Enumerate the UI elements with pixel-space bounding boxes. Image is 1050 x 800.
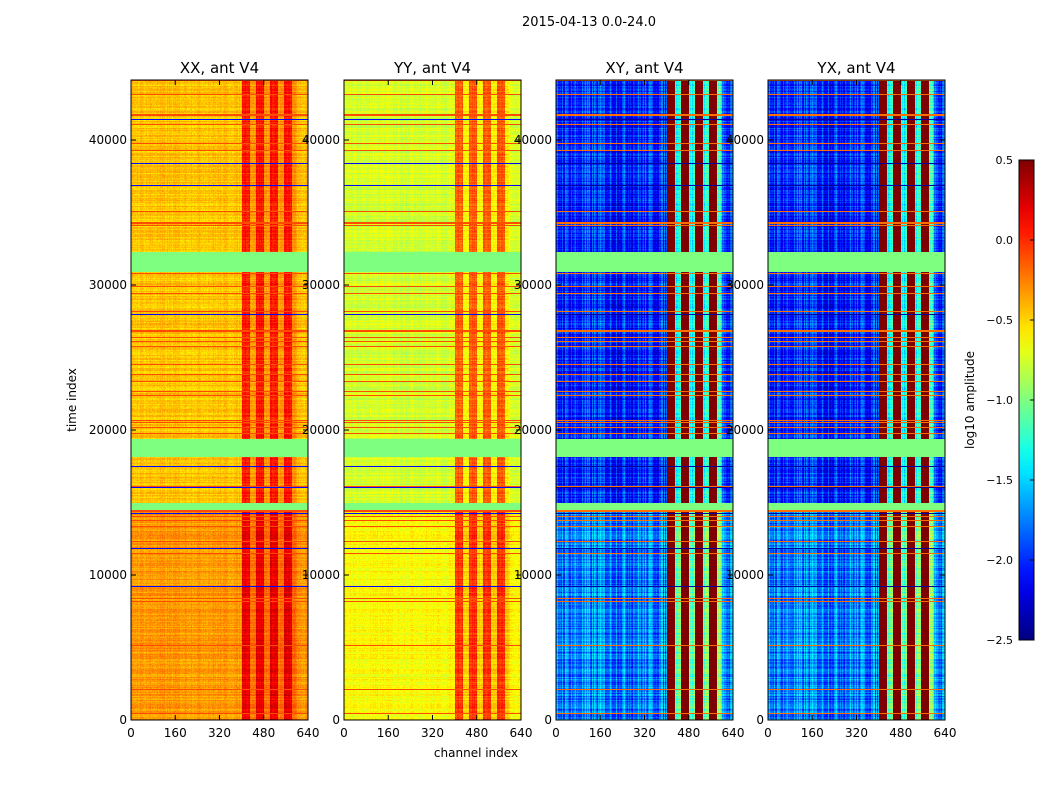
y-tick-label: 40000 <box>726 133 764 147</box>
y-tick-label: 30000 <box>89 278 127 292</box>
axes-frame <box>130 79 309 721</box>
x-tick-label: 0 <box>340 726 348 740</box>
axes-frame <box>555 79 734 721</box>
x-axis-label: channel index <box>434 746 518 760</box>
axes-frame <box>343 79 522 721</box>
x-tick-label: 320 <box>421 726 444 740</box>
panel-title: XX, ant V4 <box>180 59 259 77</box>
panel-3: XY, ant V4 0 160 320 480 640 0 10000 20000 30000 4… <box>514 59 745 740</box>
y-tick-label: 0 <box>332 713 340 727</box>
y-tick-label: 40000 <box>89 133 127 147</box>
y-tick-label: 20000 <box>89 423 127 437</box>
y-tick-label: 0 <box>119 713 127 727</box>
y-tick-label: 10000 <box>302 568 340 582</box>
x-tick-label: 320 <box>633 726 656 740</box>
y-tick-label: 20000 <box>514 423 552 437</box>
x-tick-label: 640 <box>934 726 957 740</box>
panel-title: YY, ant V4 <box>393 59 471 77</box>
y-tick-label: 10000 <box>514 568 552 582</box>
colorbar-tick-label: 0.5 <box>996 154 1014 167</box>
x-tick-label: 0 <box>552 726 560 740</box>
panel-title: YX, ant V4 <box>816 59 895 77</box>
figure-suptitle: 2015-04-13 0.0-24.0 <box>522 15 656 30</box>
y-tick-label: 20000 <box>302 423 340 437</box>
y-axis-label: time index <box>65 368 79 432</box>
x-tick-label: 320 <box>208 726 231 740</box>
heatmap-yx <box>768 80 945 720</box>
panel-title: XY, ant V4 <box>605 59 683 77</box>
y-tick-label: 40000 <box>514 133 552 147</box>
y-tick-label: 10000 <box>726 568 764 582</box>
colorbar-tick-label: 0.0 <box>996 234 1014 247</box>
x-tick-label: 160 <box>801 726 824 740</box>
y-tick-label: 0 <box>544 713 552 727</box>
panel-4: YX, ant V4 0 160 320 480 640 0 10000 20000 30000 4… <box>726 59 957 740</box>
x-tick-label: 320 <box>845 726 868 740</box>
y-tick-label: 30000 <box>302 278 340 292</box>
x-tick-label: 640 <box>722 726 745 740</box>
x-tick-label: 640 <box>297 726 320 740</box>
y-tick-label: 20000 <box>726 423 764 437</box>
heatmap-xy <box>556 80 733 720</box>
colorbar-tick-label: −1.0 <box>986 394 1013 407</box>
panel-2: YY, ant V4 0 160 320 480 640 0 10000 20000 30000 4… <box>302 59 533 740</box>
y-tick-label: 10000 <box>89 568 127 582</box>
heatmap-yy <box>344 80 521 720</box>
colorbar-tick-label: −2.5 <box>986 634 1013 647</box>
x-tick-label: 480 <box>889 726 912 740</box>
x-tick-label: 480 <box>252 726 275 740</box>
panel-1: XX, ant V4 0 160 320 480 640 0 10000 20000 30000 4… <box>89 59 320 740</box>
y-tick-label: 40000 <box>302 133 340 147</box>
x-tick-label: 160 <box>589 726 612 740</box>
x-tick-label: 480 <box>465 726 488 740</box>
x-tick-label: 640 <box>510 726 533 740</box>
colorbar-tick-label: −0.5 <box>986 314 1013 327</box>
y-tick-label: 30000 <box>514 278 552 292</box>
x-tick-label: 160 <box>377 726 400 740</box>
colorbar-tick-label: −1.5 <box>986 474 1013 487</box>
x-tick-label: 160 <box>164 726 187 740</box>
y-tick-label: 30000 <box>726 278 764 292</box>
x-tick-label: 480 <box>677 726 700 740</box>
x-tick-label: 0 <box>764 726 772 740</box>
y-tick-label: 0 <box>756 713 764 727</box>
colorbar-tick-label: −2.0 <box>986 554 1013 567</box>
heatmap-xx <box>131 80 308 720</box>
colorbar-label: log10 amplitude <box>963 351 977 449</box>
axes-frame <box>767 79 946 721</box>
x-tick-label: 0 <box>127 726 135 740</box>
